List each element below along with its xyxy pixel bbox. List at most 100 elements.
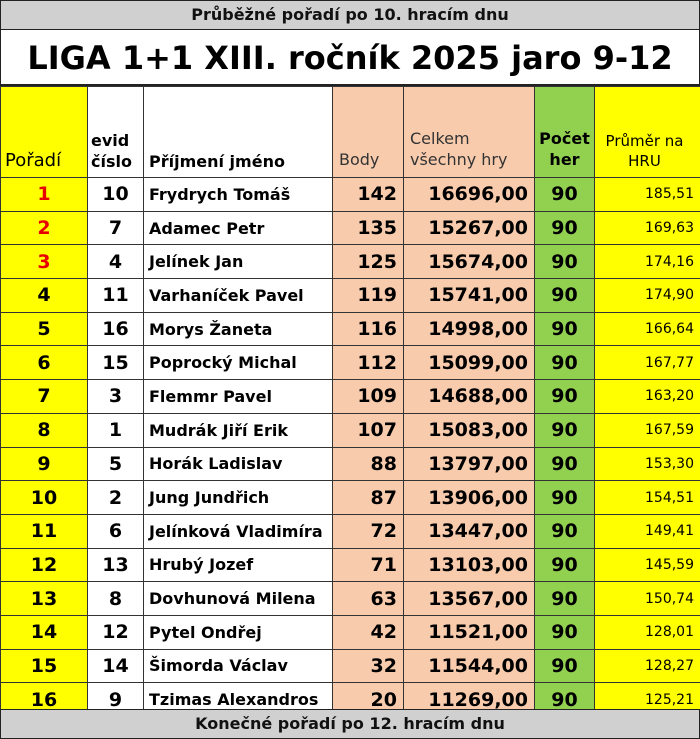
header-name: Příjmení jméno — [143, 86, 333, 178]
rank-cell: 9 — [0, 446, 88, 482]
average-cell: 167,59 — [594, 412, 700, 448]
rank-cell: 6 — [0, 345, 88, 381]
points-cell: 112 — [332, 345, 404, 381]
games-cell: 90 — [534, 446, 595, 482]
name-cell: Jelínek Jan — [143, 244, 333, 280]
name-cell: Poprocký Michal — [143, 345, 333, 381]
points-cell: 142 — [332, 177, 404, 212]
rank-cell: 10 — [0, 480, 88, 515]
total-cell: 15083,00 — [403, 412, 535, 448]
total-cell: 15099,00 — [403, 345, 535, 381]
table-row: 12 13 Hrubý Jozef 71 13103,00 90 145,59 — [0, 547, 700, 583]
header-points: Body — [332, 86, 404, 178]
games-cell: 90 — [534, 480, 595, 515]
total-cell: 15741,00 — [403, 278, 535, 313]
average-cell: 150,74 — [594, 581, 700, 616]
table-row: 13 8 Dovhunová Milena 63 13567,00 90 150,74 — [0, 581, 700, 616]
header-total-line1: Celkem — [410, 128, 470, 148]
rank-cell: 12 — [0, 547, 88, 583]
name-cell: Jelínková Vladimíra — [143, 513, 333, 549]
evid-cell: 13 — [87, 547, 144, 583]
average-cell: 154,51 — [594, 480, 700, 515]
games-cell: 90 — [534, 177, 595, 212]
table-row: 15 14 Šimorda Václav 32 11544,00 90 128,27 — [0, 648, 700, 684]
table-row: 7 3 Flemmr Pavel 109 14688,00 90 163,20 — [0, 379, 700, 414]
total-cell: 14998,00 — [403, 311, 535, 347]
average-cell: 128,01 — [594, 614, 700, 650]
header-average: Průměr na HRU — [594, 86, 700, 178]
evid-cell: 4 — [87, 244, 144, 280]
points-cell: 107 — [332, 412, 404, 448]
total-cell: 16696,00 — [403, 177, 535, 212]
games-cell: 90 — [534, 278, 595, 313]
name-cell: Flemmr Pavel — [143, 379, 333, 414]
league-title: LIGA 1+1 XIII. ročník 2025 jaro 9-12 — [0, 30, 700, 86]
name-cell: Varhaníček Pavel — [143, 278, 333, 313]
games-cell: 90 — [534, 345, 595, 381]
table-row: 3 4 Jelínek Jan 125 15674,00 90 174,16 — [0, 244, 700, 280]
points-cell: 116 — [332, 311, 404, 347]
header-evid-line2: číslo — [91, 152, 132, 172]
rank-cell: 1 — [0, 177, 88, 212]
rank-cell: 13 — [0, 581, 88, 616]
header-games-line2: her — [549, 150, 580, 170]
table-row: 8 1 Mudrák Jiří Erik 107 15083,00 90 167,59 — [0, 412, 700, 448]
header-evid: evid číslo — [87, 86, 144, 178]
evid-cell: 16 — [87, 311, 144, 347]
rank-cell: 15 — [0, 648, 88, 684]
rank-cell: 5 — [0, 311, 88, 347]
rank-cell: 2 — [0, 210, 88, 246]
average-cell: 169,63 — [594, 210, 700, 246]
total-cell: 15674,00 — [403, 244, 535, 280]
evid-cell: 6 — [87, 513, 144, 549]
average-cell: 153,30 — [594, 446, 700, 482]
average-cell: 163,20 — [594, 379, 700, 414]
evid-cell: 10 — [87, 177, 144, 212]
table-row: 5 16 Morys Žaneta 116 14998,00 90 166,64 — [0, 311, 700, 347]
header-games: Počet her — [534, 86, 595, 178]
header-rank: Pořadí — [0, 86, 88, 178]
table-row: 14 12 Pytel Ondřej 42 11521,00 90 128,01 — [0, 614, 700, 650]
final-standings-banner: Konečné pořadí po 12. hracím dnu — [0, 709, 700, 739]
header-total: Celkem všechny hry — [403, 86, 535, 178]
evid-cell: 2 — [87, 480, 144, 515]
interim-standings-banner: Průběžné pořadí po 10. hracím dnu — [0, 0, 700, 30]
standings-rows: 1 10 Frydrych Tomáš 142 16696,00 90 185,51 2 7 Ad… — [0, 177, 700, 717]
table-row: 1 10 Frydrych Tomáš 142 16696,00 90 185,51 — [0, 177, 700, 212]
average-cell: 145,59 — [594, 547, 700, 583]
games-cell: 90 — [534, 311, 595, 347]
games-cell: 90 — [534, 648, 595, 684]
games-cell: 90 — [534, 581, 595, 616]
total-cell: 14688,00 — [403, 379, 535, 414]
games-cell: 90 — [534, 244, 595, 280]
rank-cell: 7 — [0, 379, 88, 414]
evid-cell: 12 — [87, 614, 144, 650]
points-cell: 32 — [332, 648, 404, 684]
table-row: 11 6 Jelínková Vladimíra 72 13447,00 90 149,41 — [0, 513, 700, 549]
header-total-line2: všechny hry — [410, 150, 508, 170]
evid-cell: 1 — [87, 412, 144, 448]
points-cell: 71 — [332, 547, 404, 583]
games-cell: 90 — [534, 412, 595, 448]
total-cell: 11544,00 — [403, 648, 535, 684]
points-cell: 63 — [332, 581, 404, 616]
standings-table: Pořadí evid číslo Příjmení jméno Body Cel… — [0, 86, 700, 717]
total-cell: 13906,00 — [403, 480, 535, 515]
evid-cell: 11 — [87, 278, 144, 313]
header-row: Pořadí evid číslo Příjmení jméno Body Cel… — [0, 86, 700, 178]
points-cell: 125 — [332, 244, 404, 280]
total-cell: 13567,00 — [403, 581, 535, 616]
total-cell: 11521,00 — [403, 614, 535, 650]
total-cell: 13797,00 — [403, 446, 535, 482]
table-row: 9 5 Horák Ladislav 88 13797,00 90 153,30 — [0, 446, 700, 482]
points-cell: 42 — [332, 614, 404, 650]
header-average-line1: Průměr na — [605, 131, 684, 150]
total-cell: 13103,00 — [403, 547, 535, 583]
total-cell: 15267,00 — [403, 210, 535, 246]
games-cell: 90 — [534, 513, 595, 549]
games-cell: 90 — [534, 379, 595, 414]
evid-cell: 3 — [87, 379, 144, 414]
table-row: 6 15 Poprocký Michal 112 15099,00 90 167,77 — [0, 345, 700, 381]
table-row: 2 7 Adamec Petr 135 15267,00 90 169,63 — [0, 210, 700, 246]
